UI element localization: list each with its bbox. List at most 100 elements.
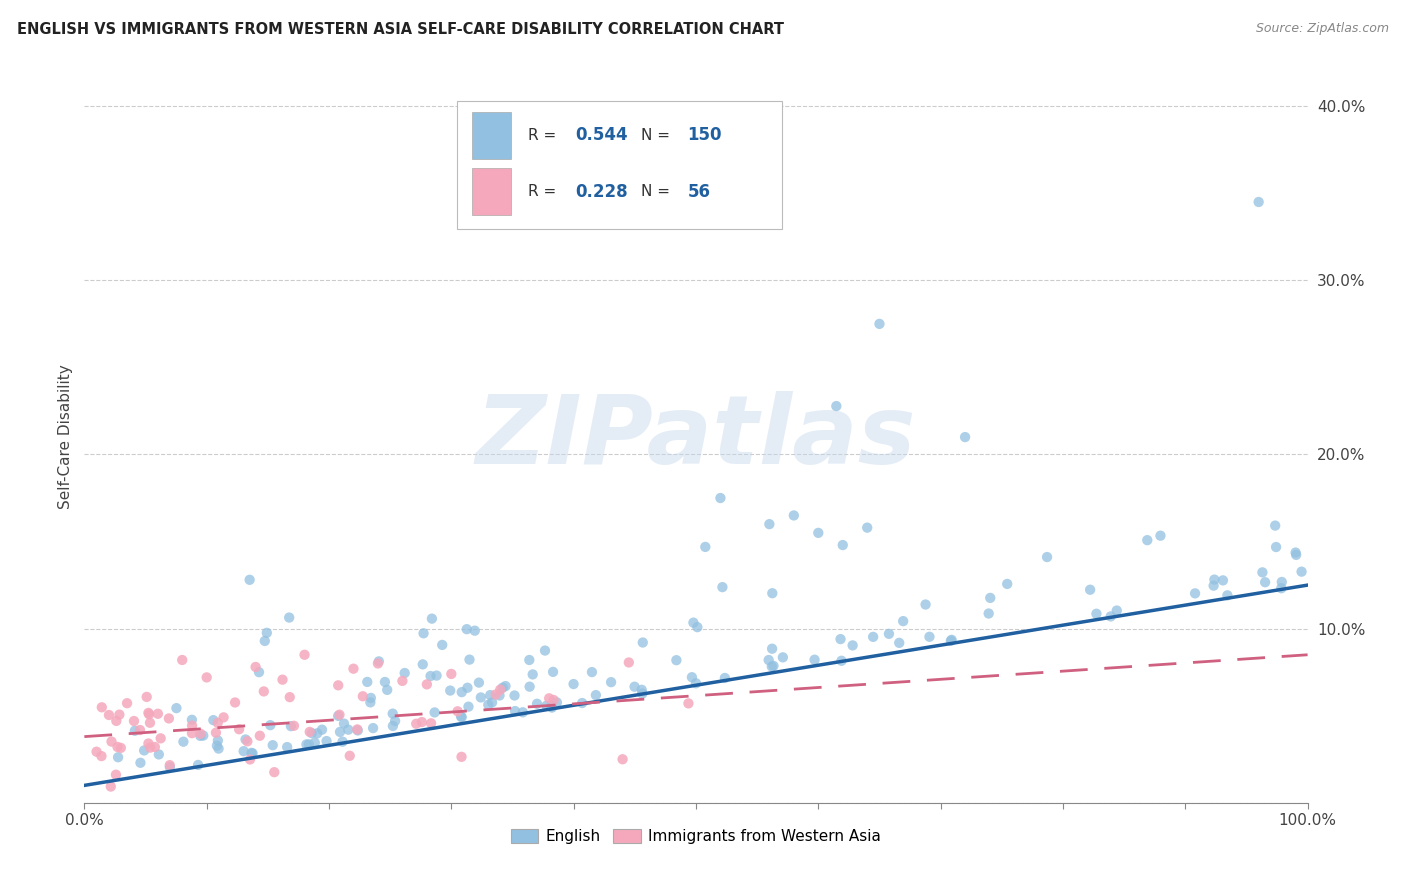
Point xyxy=(129,723,152,737)
Point xyxy=(446,704,468,718)
Point xyxy=(188,729,211,743)
Text: 0.544: 0.544 xyxy=(575,127,627,145)
Point xyxy=(304,736,326,750)
Point xyxy=(686,620,709,634)
Point xyxy=(477,698,499,712)
Point xyxy=(149,731,172,746)
Point xyxy=(889,636,911,650)
Legend: English, Immigrants from Western Asia: English, Immigrants from Western Asia xyxy=(505,822,887,850)
Point xyxy=(375,682,398,697)
Point xyxy=(278,610,301,624)
Point xyxy=(481,695,503,709)
Point xyxy=(280,719,302,733)
Point xyxy=(440,667,463,681)
Point xyxy=(165,701,187,715)
Point xyxy=(139,740,162,755)
Point xyxy=(307,726,329,740)
Point xyxy=(709,491,731,505)
Point xyxy=(249,729,271,743)
Text: R =: R = xyxy=(529,128,561,143)
Point xyxy=(346,723,368,737)
Point xyxy=(157,711,180,725)
Point xyxy=(181,726,204,740)
Point xyxy=(918,630,941,644)
Point xyxy=(758,517,780,532)
Point xyxy=(391,673,413,688)
Point xyxy=(367,657,389,671)
Point xyxy=(1291,565,1313,579)
Point xyxy=(1251,566,1274,580)
Point xyxy=(253,634,276,648)
Point xyxy=(148,747,170,762)
Point xyxy=(337,723,360,737)
Point xyxy=(295,738,318,752)
Point xyxy=(361,721,384,735)
Point xyxy=(416,677,439,691)
Point xyxy=(359,695,381,709)
Point xyxy=(100,780,122,794)
Text: ENGLISH VS IMMIGRANTS FROM WESTERN ASIA SELF-CARE DISABILITY CORRELATION CHART: ENGLISH VS IMMIGRANTS FROM WESTERN ASIA … xyxy=(17,22,785,37)
Point xyxy=(195,670,218,684)
Point xyxy=(342,662,364,676)
Point xyxy=(977,607,1000,621)
Point xyxy=(456,681,478,695)
Point xyxy=(711,580,734,594)
Point xyxy=(202,713,225,727)
Text: R =: R = xyxy=(529,184,561,199)
Point xyxy=(107,739,129,754)
Point xyxy=(271,673,294,687)
Point xyxy=(187,758,209,772)
Point xyxy=(617,656,640,670)
Point xyxy=(600,675,623,690)
Point xyxy=(512,706,534,720)
Point xyxy=(122,714,145,728)
Point xyxy=(761,641,783,656)
Point xyxy=(485,688,508,702)
Point xyxy=(536,698,558,713)
Point xyxy=(263,765,285,780)
Point xyxy=(283,719,305,733)
Point xyxy=(245,660,267,674)
Point xyxy=(134,743,156,757)
Point xyxy=(242,747,264,761)
Point xyxy=(423,706,446,720)
Point xyxy=(503,689,526,703)
Point xyxy=(1247,194,1270,209)
Point xyxy=(979,591,1001,605)
Point xyxy=(294,648,316,662)
Point xyxy=(228,723,250,737)
Point xyxy=(543,693,565,707)
Point xyxy=(825,399,848,413)
Point xyxy=(333,716,356,731)
Point xyxy=(360,690,382,705)
Point xyxy=(146,706,169,721)
Point xyxy=(678,697,700,711)
Point xyxy=(374,675,396,690)
Point xyxy=(278,690,301,705)
Text: N =: N = xyxy=(641,128,675,143)
Point xyxy=(172,735,194,749)
Point xyxy=(631,687,654,701)
Point xyxy=(86,745,108,759)
Point xyxy=(489,682,512,697)
Point xyxy=(541,665,564,679)
Bar xyxy=(472,112,512,159)
Point xyxy=(394,665,416,680)
Point xyxy=(1285,548,1308,562)
Point xyxy=(110,740,132,755)
Point xyxy=(534,643,557,657)
Point xyxy=(236,734,259,748)
Point xyxy=(412,626,434,640)
Point xyxy=(685,676,707,690)
Point xyxy=(522,667,544,681)
Point xyxy=(346,723,368,738)
Point xyxy=(695,540,717,554)
Point xyxy=(538,691,561,706)
Point xyxy=(207,715,229,730)
Text: 150: 150 xyxy=(688,127,721,145)
Point xyxy=(139,715,162,730)
Point xyxy=(914,598,936,612)
Point xyxy=(420,612,443,626)
Text: N =: N = xyxy=(641,184,675,199)
Point xyxy=(384,714,406,728)
